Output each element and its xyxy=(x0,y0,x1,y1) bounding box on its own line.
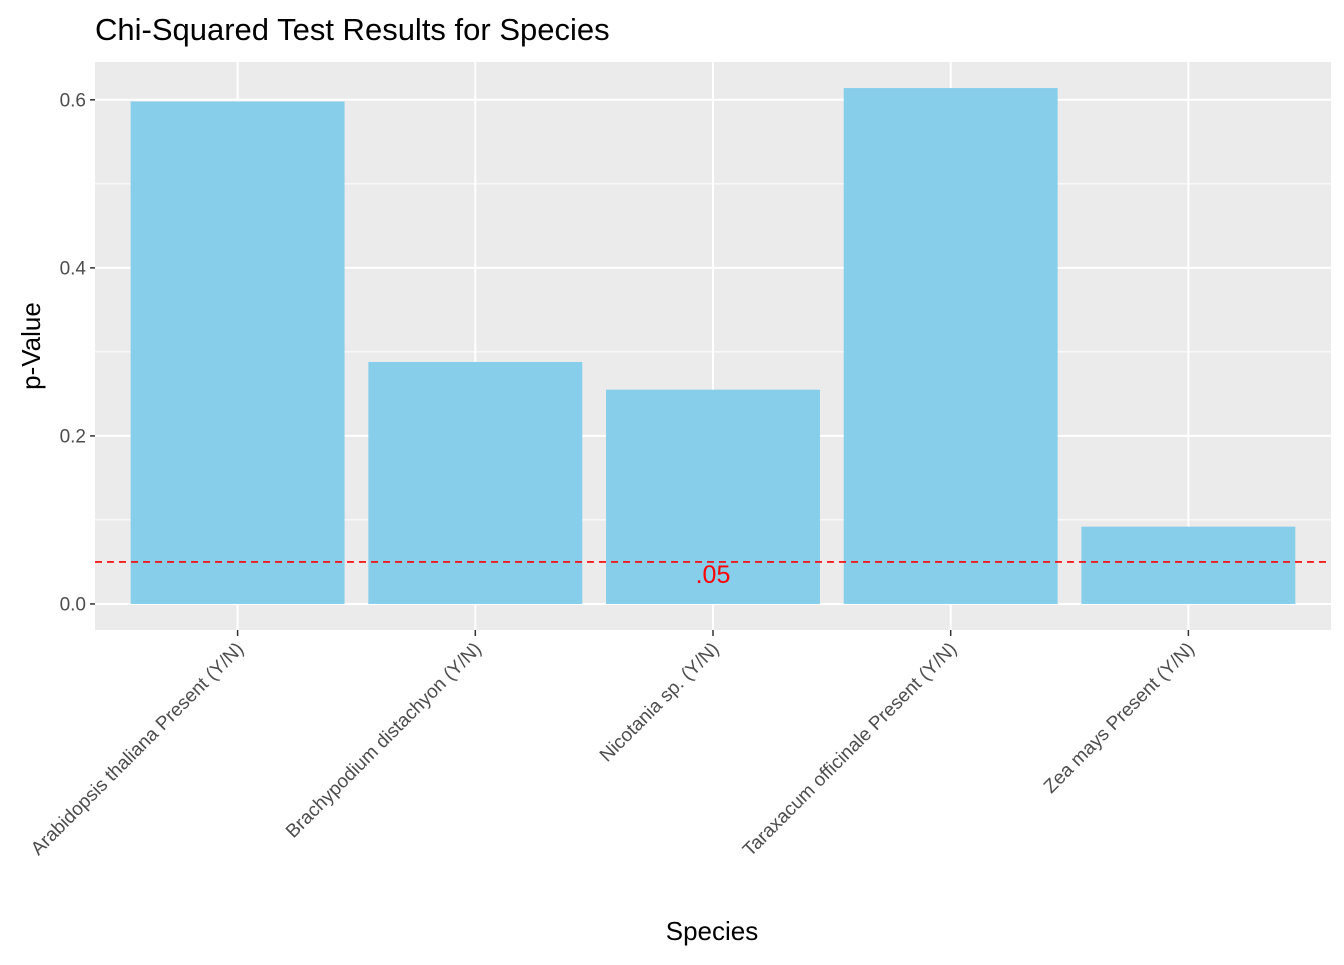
x-tick-label: Brachypodium distachyon (Y/N) xyxy=(282,639,486,843)
y-tick-label: 0.4 xyxy=(60,258,87,279)
x-tick-label: Arabidopsis thaliana Present (Y/N) xyxy=(27,639,248,860)
x-tick-label: Taraxacum officinale Present (Y/N) xyxy=(739,639,961,861)
y-tick-label: 0.0 xyxy=(60,594,86,615)
y-tick-label: 0.2 xyxy=(60,426,86,447)
y-tick-label: 0.6 xyxy=(60,90,86,111)
x-axis: Arabidopsis thaliana Present (Y/N) Brachy… xyxy=(27,630,1199,861)
bar xyxy=(1081,526,1296,604)
bar xyxy=(843,88,1058,604)
bar xyxy=(130,101,345,604)
x-axis-title: Species xyxy=(666,916,759,946)
bars xyxy=(130,88,1296,604)
reference-line-group: .05 xyxy=(95,561,1331,589)
x-tick-label: Zea mays Present (Y/N) xyxy=(1040,639,1199,798)
chart-title: Chi-Squared Test Results for Species xyxy=(95,12,610,47)
x-tick-label: Nicotania sp. (Y/N) xyxy=(596,639,724,767)
reference-line-label: .05 xyxy=(696,561,731,589)
bar xyxy=(606,389,820,604)
bar xyxy=(368,361,583,604)
y-axis: 0.0 0.2 0.4 0.6 xyxy=(60,90,95,615)
y-axis-title: p-Value xyxy=(16,302,46,390)
